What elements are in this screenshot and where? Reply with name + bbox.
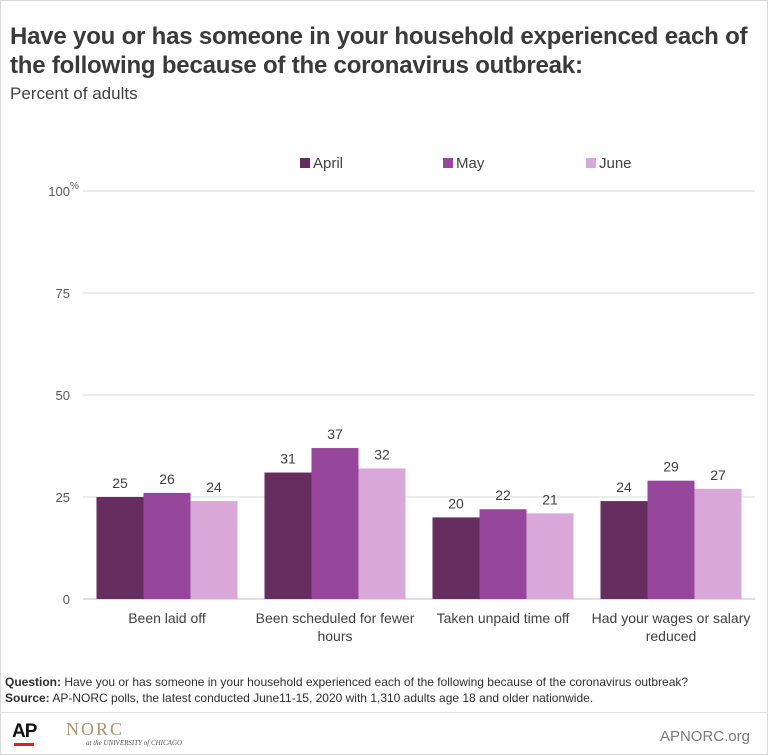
data-label: 31 (280, 451, 296, 467)
legend-label: April (313, 155, 343, 172)
source-note: Source: AP-NORC polls, the latest conduc… (5, 690, 765, 706)
norc-logo: NORC (66, 719, 125, 739)
bar (358, 468, 406, 599)
legend-swatch (300, 158, 310, 168)
x-category-label: Taken unpaid time off (437, 610, 570, 626)
data-label: 25 (112, 475, 128, 491)
question-text: Have you or has someone in your househol… (64, 675, 689, 689)
chart-title: Have you or has someone in your househol… (10, 23, 748, 79)
data-label: 29 (663, 459, 679, 475)
x-category-label: Been laid off (128, 610, 206, 626)
y-tick-label: 0 (63, 592, 70, 607)
legend-swatch (586, 158, 596, 168)
question-label: Question: (5, 675, 61, 689)
ap-logo: AP (12, 721, 37, 742)
bar (311, 448, 359, 599)
legend-label: May (456, 155, 485, 172)
x-category-label: hours (317, 628, 352, 644)
bar-chart: 0 25 50 75 100 % April May June 25 26 24 Been laid o… (48, 155, 755, 644)
y-tick-label: 100 (48, 184, 70, 199)
data-label: 37 (327, 426, 343, 442)
bar (479, 509, 527, 599)
chart-notes: Question: Have you or has someone in you… (5, 674, 765, 706)
bar (600, 501, 648, 599)
data-label: 26 (159, 471, 175, 487)
bar (264, 472, 312, 599)
data-label: 27 (710, 467, 726, 483)
legend-swatch (443, 158, 453, 168)
data-label: 24 (616, 479, 632, 495)
bar (190, 501, 238, 599)
legend-label: June (599, 155, 632, 172)
y-unit-label: % (70, 181, 79, 192)
chart-subtitle: Percent of adults (10, 84, 138, 103)
x-category-label: reduced (646, 628, 697, 644)
site-link[interactable]: APNORC.org (659, 728, 750, 745)
bar (96, 497, 144, 599)
bar (694, 488, 742, 599)
footer-divider (0, 712, 768, 713)
bar (647, 480, 695, 599)
ap-logo-bar (14, 743, 34, 746)
bar (526, 513, 574, 599)
source-text: AP-NORC polls, the latest conducted June… (52, 691, 594, 705)
bar (432, 517, 480, 599)
data-label: 24 (206, 479, 222, 495)
y-tick-label: 75 (56, 286, 70, 301)
data-label: 20 (448, 495, 464, 511)
data-label: 32 (374, 446, 390, 462)
x-category-label: Been scheduled for fewer (256, 610, 415, 626)
source-label: Source: (5, 691, 50, 705)
norc-logo-subtitle: at the UNIVERSITY of CHICAGO (86, 739, 183, 747)
question-note: Question: Have you or has someone in you… (5, 674, 765, 690)
y-tick-label: 25 (56, 490, 70, 505)
data-label: 21 (542, 491, 558, 507)
bar (143, 492, 191, 599)
y-tick-label: 50 (56, 388, 70, 403)
x-category-label: Had your wages or salary (592, 610, 751, 626)
data-label: 22 (495, 487, 511, 503)
